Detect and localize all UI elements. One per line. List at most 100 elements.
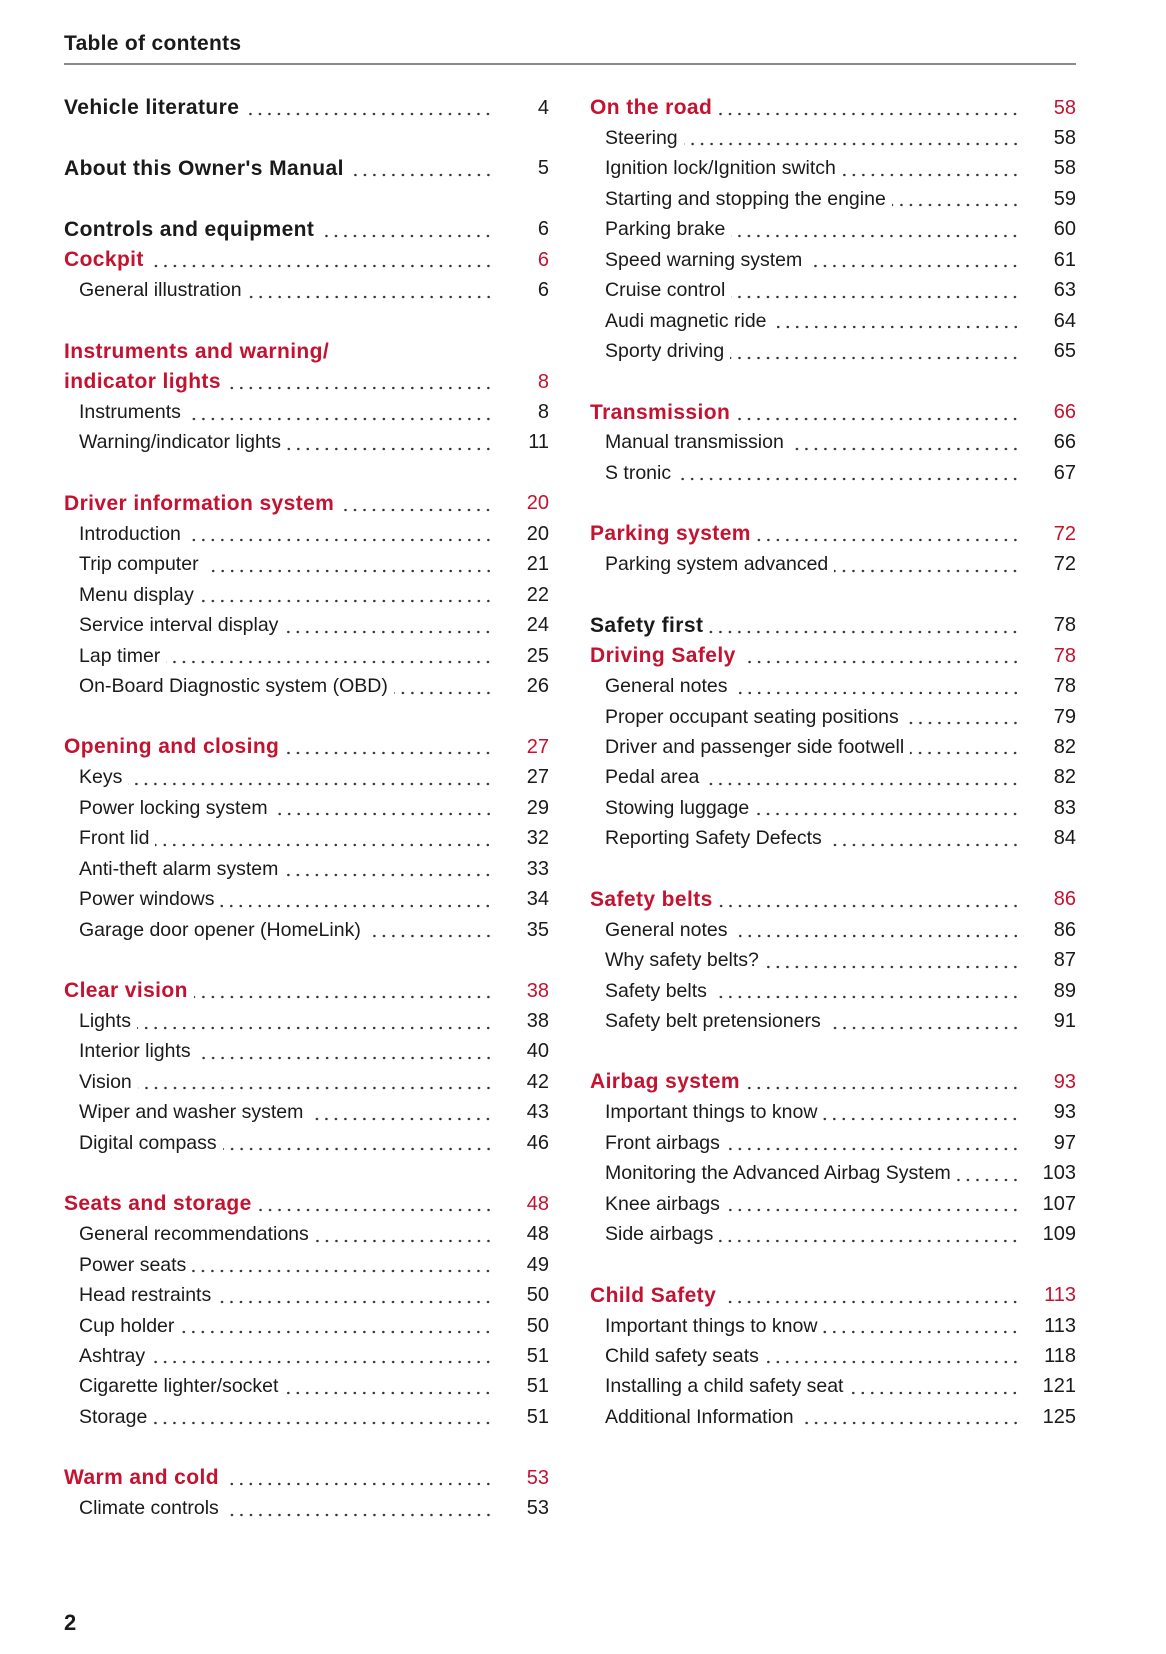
toc-heading[interactable]: Seats and storage 48 xyxy=(64,1189,549,1220)
toc-subentry[interactable]: Important things to know 93 xyxy=(590,1097,1076,1128)
toc-subentry[interactable]: Sporty driving 65 xyxy=(590,336,1076,367)
toc-entry-title: Cruise control xyxy=(605,279,726,302)
toc-subentry[interactable]: Important things to know 113 xyxy=(590,1311,1076,1341)
toc-heading[interactable]: Driver information system 20 xyxy=(64,488,549,519)
toc-subentry[interactable]: Warning/indicator lights 11 xyxy=(64,427,549,458)
toc-subentry[interactable]: Parking brake 60 xyxy=(590,214,1076,245)
toc-subentry[interactable]: Service interval display 24 xyxy=(64,610,549,641)
toc-page-number: 25 xyxy=(526,644,549,667)
toc-subentry[interactable]: Introduction 20 xyxy=(64,519,549,550)
toc-subentry[interactable]: Child safety seats 118 xyxy=(590,1341,1076,1372)
toc-subentry[interactable]: Parking system advanced 72 xyxy=(590,549,1076,580)
toc-subentry[interactable]: Cup holder 50 xyxy=(64,1311,549,1341)
toc-subentry[interactable]: Safety belts 89 xyxy=(590,976,1076,1007)
toc-page-number: 72 xyxy=(1053,522,1076,545)
toc-heading[interactable]: Parking system 72 xyxy=(590,519,1076,550)
toc-subentry[interactable]: Side airbags 109 xyxy=(590,1219,1076,1250)
toc-subentry[interactable]: Monitoring the Advanced Airbag System 103 xyxy=(590,1158,1076,1189)
toc-subentry[interactable]: Stowing luggage 83 xyxy=(590,793,1076,824)
toc-subentry[interactable]: Power windows 34 xyxy=(64,884,549,915)
toc-subentry[interactable]: Front airbags 97 xyxy=(590,1128,1076,1159)
toc-subentry[interactable]: Speed warning system 61 xyxy=(590,245,1076,276)
toc-entry-title: Important things to know xyxy=(605,1101,818,1124)
toc-subentry[interactable]: Additional Information 125 xyxy=(590,1402,1076,1433)
toc-subentry[interactable]: Audi magnetic ride 64 xyxy=(590,306,1076,337)
toc-entry-title: Lights xyxy=(79,1010,132,1032)
toc-heading[interactable]: Cockpit 6 xyxy=(64,245,549,276)
toc-subentry[interactable]: General notes 78 xyxy=(590,671,1076,702)
toc-subentry[interactable]: Vision 42 xyxy=(64,1067,549,1098)
toc-subentry[interactable]: Cruise control 63 xyxy=(590,275,1076,306)
toc-subentry[interactable]: Anti-theft alarm system 33 xyxy=(64,854,549,885)
toc-subentry[interactable]: Head restraints 50 xyxy=(64,1280,549,1311)
toc-subentry[interactable]: Knee airbags 107 xyxy=(590,1189,1076,1220)
toc-heading[interactable]: Airbag system 93 xyxy=(590,1067,1076,1098)
toc-subentry[interactable]: General notes 86 xyxy=(590,915,1076,946)
toc-heading[interactable]: Opening and closing 27 xyxy=(64,732,549,763)
toc-subentry[interactable]: Instruments 8 xyxy=(64,397,549,428)
toc-subentry[interactable]: Steering 58 xyxy=(590,123,1076,154)
toc-subentry[interactable]: Manual transmission 66 xyxy=(590,427,1076,458)
toc-page-number: 83 xyxy=(1053,796,1076,819)
toc-heading[interactable]: About this Owner's Manual 5 xyxy=(64,153,549,184)
toc-subentry[interactable]: Wiper and washer system 43 xyxy=(64,1097,549,1128)
toc-heading[interactable]: Vehicle literature 4 xyxy=(64,93,549,123)
toc-subentry[interactable]: Climate controls 53 xyxy=(64,1493,549,1524)
toc-subentry[interactable]: Digital compass 46 xyxy=(64,1128,549,1159)
toc-entry-title: Airbag system xyxy=(590,1070,740,1094)
dot-leader xyxy=(712,976,1020,1007)
toc-page-number: 118 xyxy=(1044,1344,1076,1367)
toc-subentry[interactable]: Starting and stopping the engine 59 xyxy=(590,184,1076,215)
toc-heading[interactable]: Instruments and warning/ xyxy=(64,337,549,367)
toc-subentry[interactable]: Ignition lock/Ignition switch 58 xyxy=(590,153,1076,184)
toc-heading[interactable]: On the road 58 xyxy=(590,93,1076,123)
toc-subentry[interactable]: Lap timer 25 xyxy=(64,641,549,672)
toc-subentry[interactable]: S tronic 67 xyxy=(590,458,1076,489)
toc-entry-title: Side airbags xyxy=(605,1223,714,1246)
toc-page-number: 4 xyxy=(537,96,549,119)
toc-subentry[interactable]: Garage door opener (HomeLink) 35 xyxy=(64,915,549,946)
toc-subentry[interactable]: Interior lights 40 xyxy=(64,1036,549,1067)
toc-subentry[interactable]: Trip computer 21 xyxy=(64,549,549,580)
toc-heading[interactable]: Driving Safely 78 xyxy=(590,641,1076,672)
toc-subentry[interactable]: Reporting Safety Defects 84 xyxy=(590,823,1076,854)
toc-entry-title: Instruments and warning/ xyxy=(64,339,330,363)
toc-entry-title: Interior lights xyxy=(79,1040,191,1063)
toc-page-number: 103 xyxy=(1042,1162,1076,1185)
toc-subentry[interactable]: Cigarette lighter/socket 51 xyxy=(64,1371,549,1402)
toc-subentry[interactable]: Driver and passenger side footwell 82 xyxy=(590,732,1076,763)
dot-leader xyxy=(224,1463,493,1494)
toc-entry-title: Service interval display xyxy=(79,614,279,637)
toc-subentry[interactable]: Power locking system 29 xyxy=(64,793,549,824)
toc-subentry[interactable]: Pedal area 82 xyxy=(590,762,1076,793)
toc-subentry[interactable]: Storage 51 xyxy=(64,1402,549,1433)
toc-subentry[interactable]: Safety belt pretensioners 91 xyxy=(590,1006,1076,1037)
toc-heading[interactable]: Transmission 66 xyxy=(590,397,1076,428)
toc-heading[interactable]: Safety belts 86 xyxy=(590,884,1076,915)
toc-page-number: 48 xyxy=(526,1223,549,1246)
dot-leader xyxy=(222,1128,493,1159)
toc-subentry[interactable]: Menu display 22 xyxy=(64,580,549,611)
toc-heading[interactable]: Clear vision 38 xyxy=(64,976,549,1007)
toc-subentry[interactable]: Lights 38 xyxy=(64,1006,549,1037)
toc-subentry[interactable]: Ashtray 51 xyxy=(64,1341,549,1372)
toc-subentry[interactable]: Power seats 49 xyxy=(64,1250,549,1281)
dot-leader xyxy=(745,1067,1020,1098)
dot-leader xyxy=(349,153,493,184)
toc-subentry[interactable]: Proper occupant seating positions 79 xyxy=(590,702,1076,732)
dot-leader xyxy=(320,214,493,245)
toc-heading[interactable]: Child Safety 113 xyxy=(590,1280,1076,1311)
toc-subentry[interactable]: General illustration 6 xyxy=(64,275,549,306)
toc-heading[interactable]: Safety first 78 xyxy=(590,610,1076,641)
toc-subentry[interactable]: Keys 27 xyxy=(64,762,549,793)
toc-heading[interactable]: Controls and equipment 6 xyxy=(64,214,549,245)
toc-subentry[interactable]: On-Board Diagnostic system (OBD) 26 xyxy=(64,671,549,702)
toc-subentry[interactable]: General recommendations 48 xyxy=(64,1219,549,1250)
toc-heading[interactable]: indicator lights 8 xyxy=(64,367,549,398)
toc-page-number: 109 xyxy=(1042,1223,1076,1246)
toc-subentry[interactable]: Installing a child safety seat 121 xyxy=(590,1371,1076,1402)
toc-subentry[interactable]: Why safety belts? 87 xyxy=(590,945,1076,976)
toc-subentry[interactable]: Front lid 32 xyxy=(64,823,549,854)
toc-page-number: 53 xyxy=(526,1466,549,1489)
toc-heading[interactable]: Warm and cold 53 xyxy=(64,1463,549,1494)
